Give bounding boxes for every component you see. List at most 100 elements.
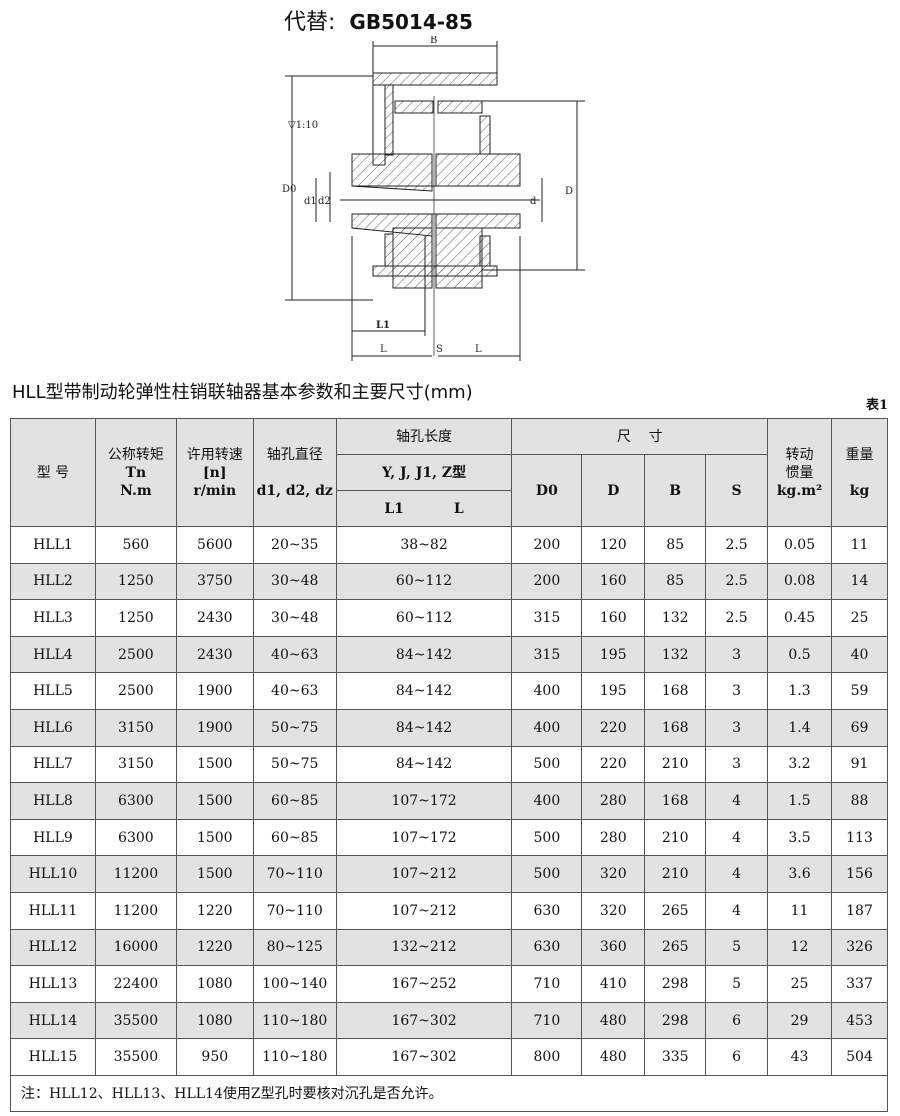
- cell-B: 298: [644, 1001, 707, 1040]
- cell-model: HLL15: [10, 1038, 96, 1076]
- cell-speed: 1220: [175, 891, 254, 930]
- cell-weight: 113: [831, 818, 888, 857]
- cell-B: 335: [644, 1038, 707, 1076]
- cell-model: HLL9: [10, 818, 96, 857]
- cell-D0: 630: [511, 891, 583, 930]
- cell-bore: 20~35: [252, 526, 337, 564]
- parameters-table: 型 号 公称转矩 Tn N.m 许用转速 [n] r/min 轴孔直径 d1, d2, d…: [10, 418, 888, 1112]
- cell-weight: 156: [831, 855, 888, 893]
- cell-D: 160: [581, 599, 646, 637]
- cell-weight: 88: [831, 782, 888, 820]
- cell-D0: 710: [511, 1001, 583, 1040]
- cell-D: 410: [581, 965, 646, 1003]
- cell-speed: 3750: [175, 562, 254, 601]
- cell-length: 38~82: [335, 526, 513, 564]
- cell-speed: 1500: [175, 782, 254, 820]
- cell-D0: 200: [511, 562, 583, 601]
- cell-weight: 14: [831, 562, 888, 601]
- cell-B: 265: [644, 891, 707, 930]
- cell-speed: 1080: [175, 1001, 254, 1040]
- header-length-sub: L1 L: [335, 490, 513, 527]
- cell-length: 84~142: [335, 745, 513, 784]
- table-row: HLL14 35500 1080 110~180 167~302 710 480 298 6 29…: [10, 1001, 888, 1040]
- cell-D: 360: [581, 928, 646, 967]
- label-D0: D0: [282, 184, 296, 195]
- cell-weight: 40: [831, 635, 888, 674]
- table-row: HLL8 6300 1500 60~85 107~172 400 280 168 4 1.5 88: [10, 782, 888, 820]
- cell-model: HLL2: [10, 562, 96, 601]
- page-title: 代替: GB5014-85: [284, 4, 473, 36]
- cell-model: HLL11: [10, 891, 96, 930]
- standard-number: GB5014-85: [349, 10, 473, 34]
- cell-B: 85: [644, 562, 707, 601]
- cell-torque: 2500: [94, 635, 177, 674]
- cell-weight: 337: [831, 965, 888, 1003]
- cell-length: 60~112: [335, 562, 513, 601]
- cell-B: 85: [644, 526, 707, 564]
- table-row: HLL4 2500 2430 40~63 84~142 315 195 132 3 0.5 40: [10, 635, 888, 674]
- cell-D: 480: [581, 1001, 646, 1040]
- header-weight: 重量 kg: [831, 418, 888, 527]
- cell-D: 160: [581, 562, 646, 601]
- cell-B: 210: [644, 745, 707, 784]
- cell-D0: 315: [511, 599, 583, 637]
- cell-bore: 70~110: [252, 891, 337, 930]
- cell-D0: 400: [511, 708, 583, 747]
- cell-inertia: 0.05: [767, 526, 832, 564]
- table-row: HLL3 1250 2430 30~48 60~112 315 160 132 2.5 0.45 2…: [10, 599, 888, 637]
- cell-D0: 400: [511, 672, 583, 710]
- cell-bore: 30~48: [252, 599, 337, 637]
- table-note: 注：HLL12、HLL13、HLL14使用Z型孔时要核对沉孔是否允许。: [10, 1074, 888, 1112]
- table-row: HLL10 11200 1500 70~110 107~212 500 320 210 4 3.6…: [10, 855, 888, 893]
- cell-inertia: 1.5: [767, 782, 832, 820]
- cell-S: 2.5: [705, 599, 769, 637]
- cell-D0: 500: [511, 818, 583, 857]
- cell-length: 84~142: [335, 708, 513, 747]
- cell-D: 220: [581, 708, 646, 747]
- cell-length: 132~212: [335, 928, 513, 967]
- cell-model: HLL6: [10, 708, 96, 747]
- cell-D: 320: [581, 891, 646, 930]
- header-model: 型 号: [10, 418, 96, 527]
- cell-inertia: 1.3: [767, 672, 832, 710]
- table-row: HLL1 560 5600 20~35 38~82 200 120 85 2.5 0.05 11: [10, 526, 888, 564]
- cell-torque: 1250: [94, 562, 177, 601]
- cell-D: 480: [581, 1038, 646, 1076]
- cell-S: 2.5: [705, 526, 769, 564]
- label-S: S: [436, 344, 443, 355]
- cell-speed: 1500: [175, 745, 254, 784]
- cell-S: 5: [705, 928, 769, 967]
- cell-B: 132: [644, 599, 707, 637]
- cell-length: 107~212: [335, 891, 513, 930]
- table-row: HLL5 2500 1900 40~63 84~142 400 195 168 3 1.3 59: [10, 672, 888, 710]
- table-row: HLL2 1250 3750 30~48 60~112 200 160 85 2.5 0.08 14: [10, 562, 888, 601]
- cell-speed: 2430: [175, 635, 254, 674]
- cell-inertia: 1.4: [767, 708, 832, 747]
- cell-torque: 2500: [94, 672, 177, 710]
- cell-torque: 3150: [94, 708, 177, 747]
- label-L-left: L: [380, 344, 387, 355]
- cell-D0: 315: [511, 635, 583, 674]
- cell-inertia: 0.45: [767, 599, 832, 637]
- label-taper: ▽1:10: [288, 120, 318, 131]
- cell-D0: 800: [511, 1038, 583, 1076]
- cell-D: 120: [581, 526, 646, 564]
- cell-S: 4: [705, 891, 769, 930]
- cell-bore: 80~125: [252, 928, 337, 967]
- cell-torque: 11200: [94, 891, 177, 930]
- label-d: d: [530, 196, 537, 207]
- cell-bore: 60~85: [252, 782, 337, 820]
- cell-model: HLL1: [10, 526, 96, 564]
- coupling-drawing: B ▽1:10 D0 d1 d2 d D L1 L S L: [282, 36, 585, 361]
- cell-S: 3: [705, 635, 769, 674]
- table-row: HLL7 3150 1500 50~75 84~142 500 220 210 3 3.2 91: [10, 745, 888, 784]
- cell-bore: 60~85: [252, 818, 337, 857]
- cell-torque: 16000: [94, 928, 177, 967]
- cell-S: 5: [705, 965, 769, 1003]
- cell-length: 107~212: [335, 855, 513, 893]
- cell-inertia: 29: [767, 1001, 832, 1040]
- cell-S: 4: [705, 855, 769, 893]
- cell-weight: 25: [831, 599, 888, 637]
- cell-S: 4: [705, 818, 769, 857]
- cell-inertia: 3.6: [767, 855, 832, 893]
